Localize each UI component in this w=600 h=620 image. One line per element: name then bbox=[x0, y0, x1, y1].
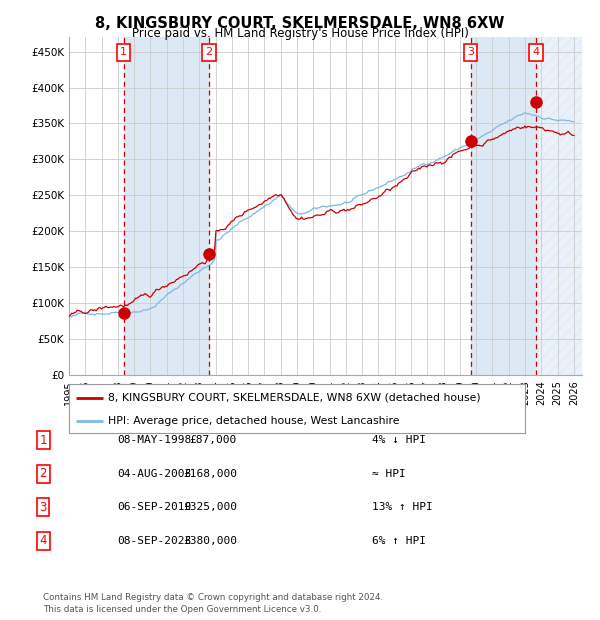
Text: 1: 1 bbox=[40, 434, 47, 446]
Text: 08-MAY-1998: 08-MAY-1998 bbox=[117, 435, 191, 445]
Text: £325,000: £325,000 bbox=[183, 502, 237, 512]
Text: 08-SEP-2023: 08-SEP-2023 bbox=[117, 536, 191, 546]
Bar bbox=[471, 37, 536, 375]
Text: £380,000: £380,000 bbox=[183, 536, 237, 546]
Text: Price paid vs. HM Land Registry's House Price Index (HPI): Price paid vs. HM Land Registry's House … bbox=[131, 27, 469, 40]
Text: 06-SEP-2019: 06-SEP-2019 bbox=[117, 502, 191, 512]
Text: 8, KINGSBURY COURT, SKELMERSDALE, WN8 6XW (detached house): 8, KINGSBURY COURT, SKELMERSDALE, WN8 6X… bbox=[108, 393, 481, 403]
Text: 8, KINGSBURY COURT, SKELMERSDALE, WN8 6XW: 8, KINGSBURY COURT, SKELMERSDALE, WN8 6X… bbox=[95, 16, 505, 31]
Text: 6% ↑ HPI: 6% ↑ HPI bbox=[372, 536, 426, 546]
Text: 1: 1 bbox=[120, 47, 127, 58]
Text: £168,000: £168,000 bbox=[183, 469, 237, 479]
Text: 4: 4 bbox=[532, 47, 539, 58]
Text: Contains HM Land Registry data © Crown copyright and database right 2024.
This d: Contains HM Land Registry data © Crown c… bbox=[43, 593, 383, 614]
Text: £87,000: £87,000 bbox=[190, 435, 237, 445]
Text: 2: 2 bbox=[205, 47, 212, 58]
Text: 13% ↑ HPI: 13% ↑ HPI bbox=[372, 502, 433, 512]
Text: 04-AUG-2003: 04-AUG-2003 bbox=[117, 469, 191, 479]
Text: 4% ↓ HPI: 4% ↓ HPI bbox=[372, 435, 426, 445]
Text: ≈ HPI: ≈ HPI bbox=[372, 469, 406, 479]
Bar bbox=[124, 37, 209, 375]
Text: HPI: Average price, detached house, West Lancashire: HPI: Average price, detached house, West… bbox=[108, 415, 399, 426]
Bar bbox=[536, 37, 582, 375]
Text: 3: 3 bbox=[40, 501, 47, 513]
Text: 4: 4 bbox=[40, 534, 47, 547]
Text: 2: 2 bbox=[40, 467, 47, 480]
Text: 3: 3 bbox=[467, 47, 475, 58]
